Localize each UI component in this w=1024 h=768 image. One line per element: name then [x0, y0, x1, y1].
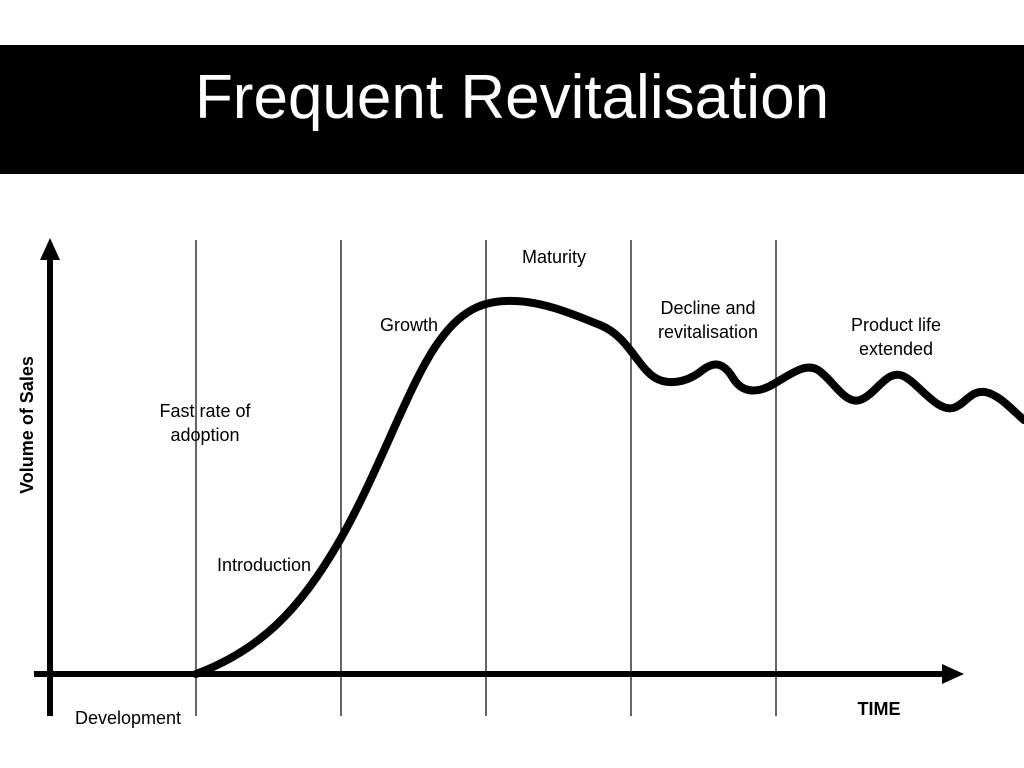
stage-dividers	[195, 240, 777, 716]
title-bar: Frequent Revitalisation	[0, 45, 1024, 174]
stage-label-extended-line2: extended	[859, 339, 933, 359]
stage-label-decline-line1: Decline and	[660, 298, 755, 318]
x-axis-label: TIME	[858, 699, 901, 719]
stage-label-fast-rate-line1: Fast rate of	[159, 401, 251, 421]
stage-label-extended-line1: Product life	[851, 315, 941, 335]
x-axis-arrowhead	[942, 664, 964, 684]
sales-curve	[192, 296, 1024, 678]
stage-label-growth: Growth	[380, 315, 438, 335]
stage-label-introduction: Introduction	[217, 555, 311, 575]
stage-label-development: Development	[75, 708, 181, 728]
slide-title: Frequent Revitalisation	[194, 63, 830, 132]
stage-label-maturity: Maturity	[522, 247, 586, 267]
y-axis-arrowhead	[40, 238, 60, 260]
y-axis-label: Volume of Sales	[17, 356, 37, 494]
stage-label-decline-line2: revitalisation	[658, 322, 758, 342]
stage-label-fast-rate-line2: adoption	[170, 425, 239, 445]
